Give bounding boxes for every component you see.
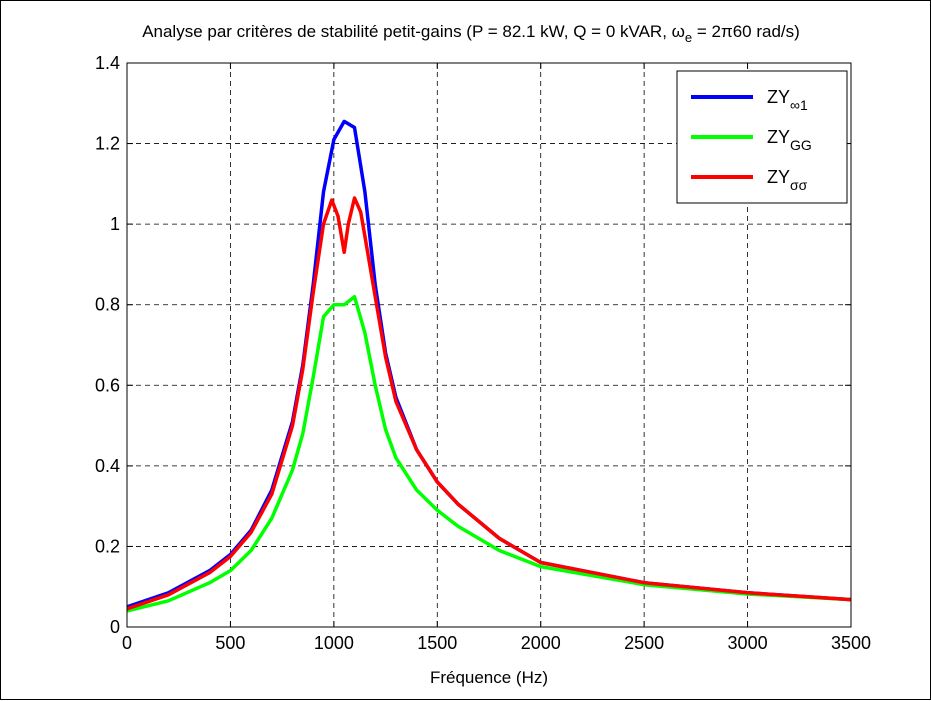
x-tick-label: 0 — [122, 633, 132, 653]
x-tick-label: 1000 — [314, 633, 354, 653]
y-tick-label: 1.4 — [95, 53, 120, 73]
legend: ZY∞1 ZYGG ZYσσ — [676, 70, 848, 204]
y-tick-label: 0.2 — [95, 536, 120, 556]
series-line — [126, 196, 852, 611]
legend-label: ZYGG — [767, 127, 812, 153]
axes-box — [126, 62, 852, 628]
x-tick-label: 1500 — [417, 633, 457, 653]
series-layer — [126, 119, 852, 613]
series-line — [126, 294, 852, 613]
y-tick-label: 0.6 — [95, 375, 120, 395]
x-tick-label: 3000 — [728, 633, 768, 653]
ticks: 0 500 1000 1500 2000 2500 3000 3500 0 0.2 0.4 0.6 0.… — [95, 53, 871, 653]
x-tick-label: 2000 — [521, 633, 561, 653]
x-axis-label: Fréquence (Hz) — [430, 668, 548, 687]
x-tick-label: 500 — [215, 633, 245, 653]
legend-label: ZYσσ — [767, 167, 808, 193]
y-tick-label: 0.4 — [95, 456, 120, 476]
y-tick-label: 0.8 — [95, 295, 120, 315]
legend-label: ZY∞1 — [767, 87, 808, 113]
y-tick-label: 1.2 — [95, 134, 120, 154]
chart-title: Analyse par critères de stabilité petit-… — [142, 22, 800, 45]
y-tick-label: 0 — [110, 617, 120, 637]
y-tick-label: 1 — [110, 214, 120, 234]
x-tick-label: 3500 — [831, 633, 871, 653]
x-tick-label: 2500 — [624, 633, 664, 653]
